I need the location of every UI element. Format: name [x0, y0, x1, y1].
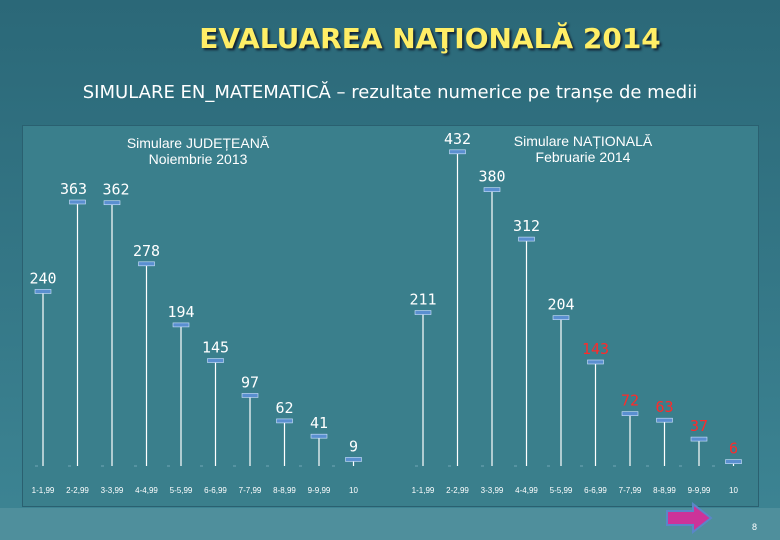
- stem-cap: [34, 289, 52, 294]
- data-label: 278: [133, 242, 160, 260]
- data-label: 6: [729, 440, 738, 458]
- stem-cap: [518, 236, 535, 242]
- page-number: 8: [752, 522, 758, 532]
- category-label: 9-9,99: [688, 486, 711, 495]
- chart-panel: Simulare JUDEȚEANĂ Noiembrie 2013 240 1-1,9…: [22, 125, 759, 507]
- next-arrow-icon: [666, 501, 713, 535]
- data-label: 362: [102, 181, 129, 199]
- stem-cap: [587, 359, 604, 365]
- stem-cap: [656, 417, 673, 423]
- category-label: 4-4,99: [135, 486, 158, 495]
- category-label: 5-5,99: [550, 486, 573, 495]
- data-label: 37: [690, 417, 708, 435]
- data-label: 72: [621, 392, 639, 410]
- data-label: 143: [582, 340, 609, 358]
- chart-title-line: Simulare NAȚIONALĂ: [514, 133, 653, 149]
- data-label: 204: [547, 296, 574, 314]
- data-label: 211: [409, 291, 436, 309]
- category-label: 4-4,99: [515, 486, 538, 495]
- data-label: 194: [167, 303, 194, 321]
- stem-cap: [483, 187, 501, 192]
- stem-cap: [345, 457, 362, 462]
- stem-cap: [138, 261, 155, 267]
- category-label: 7-7,99: [239, 486, 262, 495]
- data-label: 9: [349, 437, 358, 455]
- stem-cap: [310, 433, 328, 439]
- slide-subtitle: SIMULARE EN_MATEMATICĂ – rezultate numer…: [82, 82, 698, 103]
- category-label: 1-1,99: [32, 486, 55, 495]
- category-label: 9-9,99: [308, 486, 331, 495]
- stem-cap: [103, 200, 121, 206]
- data-label: 63: [655, 398, 673, 416]
- chart-title-line: Februarie 2014: [536, 149, 631, 165]
- category-label: 8-8,99: [273, 486, 296, 495]
- stem-cap: [241, 393, 259, 398]
- category-label: 2-2,99: [66, 486, 89, 495]
- stem-cap: [725, 459, 742, 464]
- category-label: 10: [729, 486, 738, 495]
- footer-strip: [0, 508, 780, 540]
- stem-cap: [690, 436, 708, 442]
- stem-cap: [449, 149, 466, 155]
- stem-cap: [69, 199, 86, 205]
- category-label: 5-5,99: [170, 486, 193, 495]
- category-label: 10: [349, 486, 358, 495]
- stem-cap: [621, 411, 639, 416]
- stem-cap: [207, 358, 224, 363]
- stem-cap: [276, 418, 293, 424]
- category-label: 3-3,99: [101, 486, 124, 495]
- category-label: 2-2,99: [446, 486, 469, 495]
- category-label: 3-3,99: [481, 486, 504, 495]
- data-label: 312: [513, 217, 540, 235]
- stem-cap: [552, 315, 570, 320]
- data-label: 363: [60, 180, 87, 198]
- data-label: 432: [444, 130, 471, 148]
- stem-cap: [414, 310, 432, 315]
- next-slide-button[interactable]: [665, 501, 713, 535]
- stem-cap: [172, 322, 190, 328]
- data-label: 41: [310, 414, 328, 432]
- data-label: 380: [478, 168, 505, 186]
- chart-title-line: Simulare JUDEȚEANĂ: [127, 135, 270, 151]
- slide-title: EVALUAREA NAŢIONALĂ 2014: [199, 22, 661, 55]
- category-label: 6-6,99: [204, 486, 227, 495]
- data-label: 145: [202, 339, 229, 357]
- data-label: 240: [29, 269, 56, 287]
- category-label: 6-6,99: [584, 486, 607, 495]
- data-label: 97: [241, 373, 259, 391]
- category-label: 1-1,99: [412, 486, 435, 495]
- data-label: 62: [275, 399, 293, 417]
- category-label: 7-7,99: [619, 486, 642, 495]
- category-label: 8-8,99: [653, 486, 676, 495]
- chart-title-line: Noiembrie 2013: [149, 151, 248, 167]
